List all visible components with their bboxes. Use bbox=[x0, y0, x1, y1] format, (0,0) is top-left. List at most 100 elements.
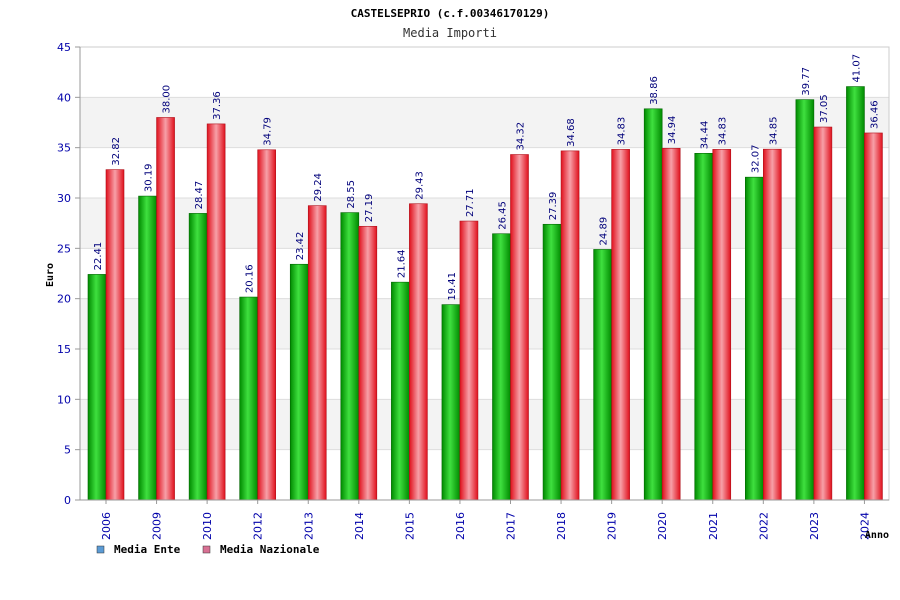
x-axis: 2006 2009 2010 2012 2013 2014 2015 2016 2017 2018… bbox=[80, 499, 889, 540]
y-tick-label: 30 bbox=[57, 192, 71, 205]
data-label: 23.42 bbox=[295, 232, 306, 261]
chart-title: CASTELSEPRIO (c.f.00346170129) bbox=[351, 7, 550, 20]
data-label: 29.24 bbox=[313, 173, 324, 202]
x-tick-label: 2009 bbox=[151, 512, 164, 540]
bar-media-nazionale bbox=[864, 132, 883, 501]
data-label: 28.55 bbox=[346, 180, 357, 209]
x-tick-label: 2019 bbox=[606, 512, 619, 540]
bar-media-nazionale bbox=[409, 203, 428, 501]
bar-media-nazionale bbox=[156, 117, 175, 501]
y-tick-label: 25 bbox=[57, 242, 71, 255]
bar-media-nazionale bbox=[105, 169, 125, 501]
y-tick-label: 0 bbox=[64, 494, 71, 507]
bar-media-nazionale bbox=[358, 225, 378, 501]
x-tick-label: 2018 bbox=[555, 512, 568, 540]
x-tick-label: 2016 bbox=[454, 512, 467, 540]
data-label: 20.16 bbox=[245, 264, 256, 293]
legend-swatch-media-nazionale bbox=[202, 545, 211, 554]
y-tick-label: 20 bbox=[57, 293, 71, 306]
y-tick-label: 45 bbox=[57, 41, 71, 54]
data-label: 37.05 bbox=[819, 94, 830, 123]
x-tick-label: 2023 bbox=[808, 512, 821, 540]
bar-media-ente bbox=[239, 296, 258, 501]
bar-media-ente bbox=[289, 263, 309, 501]
data-label: 32.82 bbox=[111, 137, 122, 166]
bar-media-ente bbox=[694, 153, 714, 501]
x-tick-label: 2015 bbox=[403, 512, 416, 540]
data-label: 21.64 bbox=[396, 250, 407, 279]
data-label: 37.36 bbox=[212, 91, 223, 120]
data-label: 34.83 bbox=[718, 117, 729, 146]
legend-swatch-media-ente bbox=[96, 545, 105, 554]
data-label: 26.45 bbox=[498, 201, 509, 230]
x-tick-label: 2020 bbox=[656, 512, 669, 540]
data-label: 24.89 bbox=[599, 217, 610, 246]
bar-media-ente bbox=[643, 108, 663, 501]
bar-media-ente bbox=[87, 274, 107, 501]
grid-band bbox=[80, 47, 889, 98]
data-label: 28.47 bbox=[194, 181, 205, 210]
bar-media-nazionale bbox=[459, 220, 479, 501]
data-label: 38.86 bbox=[649, 76, 660, 105]
bar-media-nazionale bbox=[661, 147, 681, 501]
bar-media-nazionale bbox=[611, 149, 630, 501]
bar-media-nazionale bbox=[763, 148, 782, 501]
x-tick-label: 2012 bbox=[252, 512, 265, 540]
data-label: 34.32 bbox=[516, 122, 527, 151]
data-label: 27.71 bbox=[465, 188, 476, 217]
bar-media-nazionale bbox=[206, 123, 226, 501]
data-label: 34.85 bbox=[768, 117, 779, 146]
data-label: 38.00 bbox=[162, 85, 173, 114]
data-label: 34.94 bbox=[667, 116, 678, 145]
data-label: 41.07 bbox=[851, 54, 862, 83]
x-tick-label: 2022 bbox=[757, 512, 770, 540]
bar-media-nazionale bbox=[712, 149, 732, 501]
bar-media-ente bbox=[441, 304, 461, 501]
data-label: 34.79 bbox=[263, 117, 274, 146]
y-tick-label: 35 bbox=[57, 142, 71, 155]
bar-media-ente bbox=[593, 249, 612, 501]
bar-media-nazionale bbox=[257, 149, 276, 501]
y-tick-label: 15 bbox=[57, 343, 71, 356]
bar-media-nazionale bbox=[813, 126, 833, 501]
bar-media-nazionale bbox=[510, 154, 529, 501]
y-axis: 0 5 10 15 20 25 30 35 40 45 bbox=[57, 41, 81, 507]
x-tick-label: 2013 bbox=[302, 512, 315, 540]
x-tick-label: 2006 bbox=[100, 512, 113, 540]
data-label: 29.43 bbox=[414, 171, 425, 200]
x-tick-label: 2010 bbox=[201, 512, 214, 540]
chart-subtitle: Media Importi bbox=[403, 26, 497, 40]
data-label: 36.46 bbox=[869, 100, 880, 129]
data-label: 34.44 bbox=[700, 121, 711, 150]
y-tick-label: 10 bbox=[57, 393, 71, 406]
bar-media-ente bbox=[492, 233, 511, 501]
bar-media-ente bbox=[391, 281, 410, 501]
x-tick-label: 2014 bbox=[353, 512, 366, 540]
bar-media-ente bbox=[188, 213, 208, 501]
legend: Media Ente Media Nazionale bbox=[96, 543, 320, 556]
bar-media-nazionale bbox=[560, 150, 580, 501]
bars: 22.41 32.82 30.19 38.00 28.47 37.36 20.16 34.79… bbox=[87, 54, 883, 501]
data-label: 34.83 bbox=[617, 117, 628, 146]
x-tick-label: 2017 bbox=[505, 512, 518, 540]
bar-media-ente bbox=[846, 86, 865, 501]
bar-media-nazionale bbox=[307, 205, 327, 501]
data-label: 39.77 bbox=[801, 67, 812, 96]
data-label: 34.68 bbox=[566, 118, 577, 147]
data-label: 19.41 bbox=[447, 272, 458, 301]
y-tick-label: 5 bbox=[64, 444, 71, 457]
data-label: 30.19 bbox=[144, 163, 155, 192]
bar-media-ente bbox=[795, 99, 815, 501]
data-label: 27.39 bbox=[548, 192, 559, 221]
bar-media-ente bbox=[745, 176, 764, 501]
legend-label-media-ente: Media Ente bbox=[114, 543, 181, 556]
legend-label-media-nazionale: Media Nazionale bbox=[220, 543, 320, 556]
y-tick-label: 40 bbox=[57, 91, 71, 104]
x-axis-label: Anno bbox=[865, 530, 889, 541]
data-label: 32.07 bbox=[750, 145, 761, 174]
bar-media-ente bbox=[542, 223, 562, 501]
x-tick-label: 2021 bbox=[707, 512, 720, 540]
bar-media-ente bbox=[138, 195, 157, 501]
x-tick-label: 2024 bbox=[858, 512, 871, 540]
